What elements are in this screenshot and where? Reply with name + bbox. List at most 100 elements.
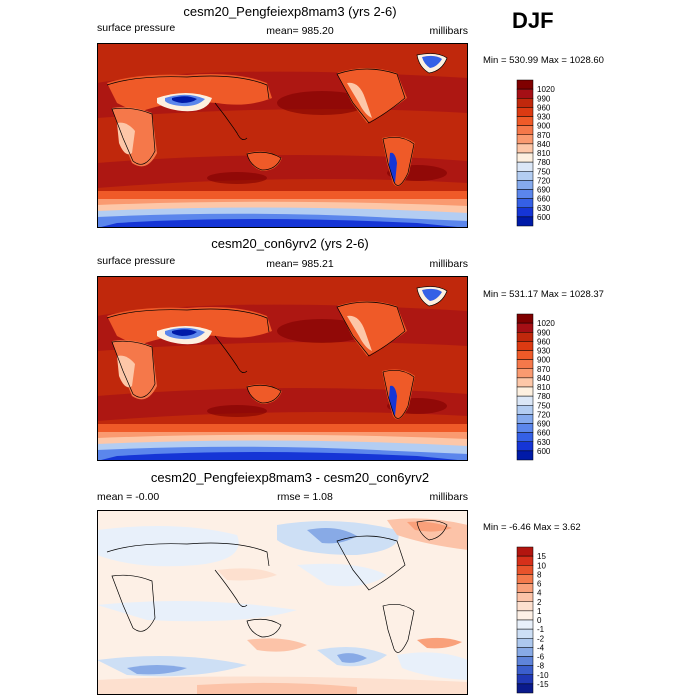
- panel2-colorbar-label: 900: [537, 356, 551, 365]
- panel1-colorbar-label: 870: [537, 131, 551, 140]
- panel2-colorbar-label: 660: [537, 429, 551, 438]
- panel3-coastlines: [106, 520, 448, 653]
- panel3-rmse-label: rmse = 1.08: [277, 491, 333, 503]
- panel2-colorbar-swatch: [516, 368, 534, 379]
- panel1-colorbar-label: 930: [537, 113, 551, 122]
- panel3-colorbar-label: -8: [537, 662, 545, 671]
- panel2-colorbar-swatch: [516, 359, 534, 369]
- panel1-mean-label: mean= 985.20: [266, 25, 334, 37]
- panel1-colorbar-swatch: [516, 88, 534, 99]
- panel1-colorbar-label: 810: [537, 149, 551, 158]
- panel2-colorbar-label: 600: [537, 447, 551, 456]
- panel1-colorbar-label: 660: [537, 195, 551, 204]
- panel1-colorbar-label: 990: [537, 94, 551, 103]
- panel1-coastlines: [106, 53, 448, 186]
- panel2-colorbar-swatch: [516, 441, 534, 452]
- panel3-minmax: Min = -6.46 Max = 3.62: [483, 522, 581, 533]
- panel2-map: [97, 276, 468, 461]
- panel1-colorbar-swatch: [516, 161, 534, 172]
- panel3-colorbar-label: 15: [537, 552, 546, 561]
- panel1-colorbar-swatch: [516, 134, 534, 145]
- panel2-colorbar-label: 720: [537, 410, 551, 419]
- panel3-colorbar-swatch: [516, 574, 534, 584]
- panel2-colorbar-swatch: [516, 313, 534, 324]
- panel1-colorbar-swatch: [516, 189, 534, 199]
- panel1-colorbar-swatch: [516, 171, 534, 181]
- panel2-field: [97, 276, 468, 461]
- panel3-colorbar-label: 8: [537, 570, 542, 579]
- panel1-colorbar-swatch: [516, 207, 534, 218]
- panel3-colorbar-swatch: [516, 583, 534, 593]
- panel2-colorbar-swatch: [516, 405, 534, 415]
- panel3-colorbar-label: 2: [537, 598, 542, 607]
- panel1-title: cesm20_Pengfeiexp8mam3 (yrs 2-6): [183, 4, 397, 19]
- panel2-colorbar-label: 630: [537, 438, 551, 447]
- panel2-mean-label: mean= 985.21: [266, 258, 334, 270]
- panel3-colorbar-swatch: [516, 565, 534, 575]
- panel2-colorbar-label: 990: [537, 328, 551, 337]
- panel2-variable-label: surface pressure: [97, 255, 176, 267]
- panel1-colorbar-label: 840: [537, 140, 551, 149]
- panel3-map: [97, 510, 468, 695]
- panel3-colorbar-label: -2: [537, 634, 545, 643]
- season-label: DJF: [512, 8, 554, 33]
- panel1-colorbar-swatch: [516, 79, 534, 90]
- panel1-colorbar-swatch: [516, 180, 534, 190]
- panel3-colorbar-swatch: [516, 647, 534, 657]
- panel1-colorbar-label: 780: [537, 158, 551, 167]
- panel3-mean-label: mean = -0.00: [97, 491, 160, 503]
- panel2-colorbar-swatch: [516, 332, 534, 342]
- panel3-colorbar-label: 4: [537, 589, 542, 598]
- panel2-colorbar-label: 1020: [537, 319, 555, 328]
- panel2-colorbar-swatch: [516, 350, 534, 360]
- panel2-colorbar-swatch: [516, 414, 534, 424]
- panel1-map-frame: [97, 43, 468, 228]
- panel3-colorbar-swatch: [516, 619, 534, 630]
- panel1-colorbar-label: 750: [537, 167, 551, 176]
- panel1-map: [97, 43, 468, 228]
- panel2-colorbar-swatch: [516, 377, 534, 388]
- panel3-colorbar-swatch: [516, 628, 534, 639]
- panel2-colorbar-label: 930: [537, 347, 551, 356]
- panel3-colorbar-swatch: [516, 555, 534, 566]
- panel3-colorbar-label: 0: [537, 616, 542, 625]
- panel2-colorbar-label: 690: [537, 420, 551, 429]
- panel3-colorbar-label: -1: [537, 625, 545, 634]
- panel1-colorbar-swatch: [516, 216, 534, 227]
- panel3-colorbar-label: 10: [537, 561, 546, 570]
- panel2-colorbar-label: 870: [537, 365, 551, 374]
- panel3-map-frame: [97, 510, 468, 695]
- panel1-colorbar-swatch: [516, 107, 534, 117]
- panel2-colorbar: 1020990960930900870840810780750720690660…: [516, 313, 555, 461]
- panel3-field: [97, 510, 468, 695]
- panel3-colorbar-swatch: [516, 610, 534, 621]
- panel1-colorbar-label: 630: [537, 204, 551, 213]
- panel2-colorbar-label: 840: [537, 374, 551, 383]
- panel3-title: cesm20_Pengfeiexp8mam3 - cesm20_con6yrv2: [150, 470, 430, 485]
- panel3-colorbar-swatch: [516, 638, 534, 648]
- panel3-colorbar-label: 1: [537, 607, 542, 616]
- panel2-title: cesm20_con6yrv2 (yrs 2-6): [211, 236, 369, 251]
- panel3-colorbar-label: -4: [537, 643, 545, 652]
- panel1-colorbar-swatch: [516, 152, 534, 163]
- panel2-units-label: millibars: [429, 258, 468, 270]
- panel3-units-label: millibars: [429, 491, 468, 503]
- panel1-colorbar-label: 690: [537, 186, 551, 195]
- panel3-colorbar-label: -15: [537, 680, 549, 689]
- panel2-colorbar-label: 810: [537, 383, 551, 392]
- panel2-colorbar-label: 750: [537, 401, 551, 410]
- panel1-colorbar-label: 720: [537, 176, 551, 185]
- panel1-colorbar-swatch: [516, 143, 534, 154]
- panel1-units-label: millibars: [429, 25, 468, 37]
- panel1-colorbar-label: 960: [537, 103, 551, 112]
- panel2-colorbar-swatch: [516, 423, 534, 433]
- panel2-colorbar-label: 780: [537, 392, 551, 401]
- panel3-colorbar-swatch: [516, 674, 534, 685]
- panel3-colorbar-swatch: [516, 601, 534, 612]
- panel3-colorbar-label: -6: [537, 653, 545, 662]
- panel2-colorbar-swatch: [516, 432, 534, 442]
- panel2-colorbar-swatch: [516, 450, 534, 461]
- panel3-colorbar-label: 6: [537, 580, 542, 589]
- panel3-colorbar-label: -10: [537, 671, 549, 680]
